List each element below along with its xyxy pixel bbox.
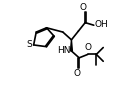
Text: S: S (26, 40, 32, 49)
Text: O: O (80, 3, 86, 12)
Text: OH: OH (95, 20, 108, 29)
Text: HN: HN (57, 46, 71, 55)
Text: O: O (85, 43, 92, 52)
Text: O: O (74, 69, 81, 78)
Polygon shape (70, 40, 72, 51)
